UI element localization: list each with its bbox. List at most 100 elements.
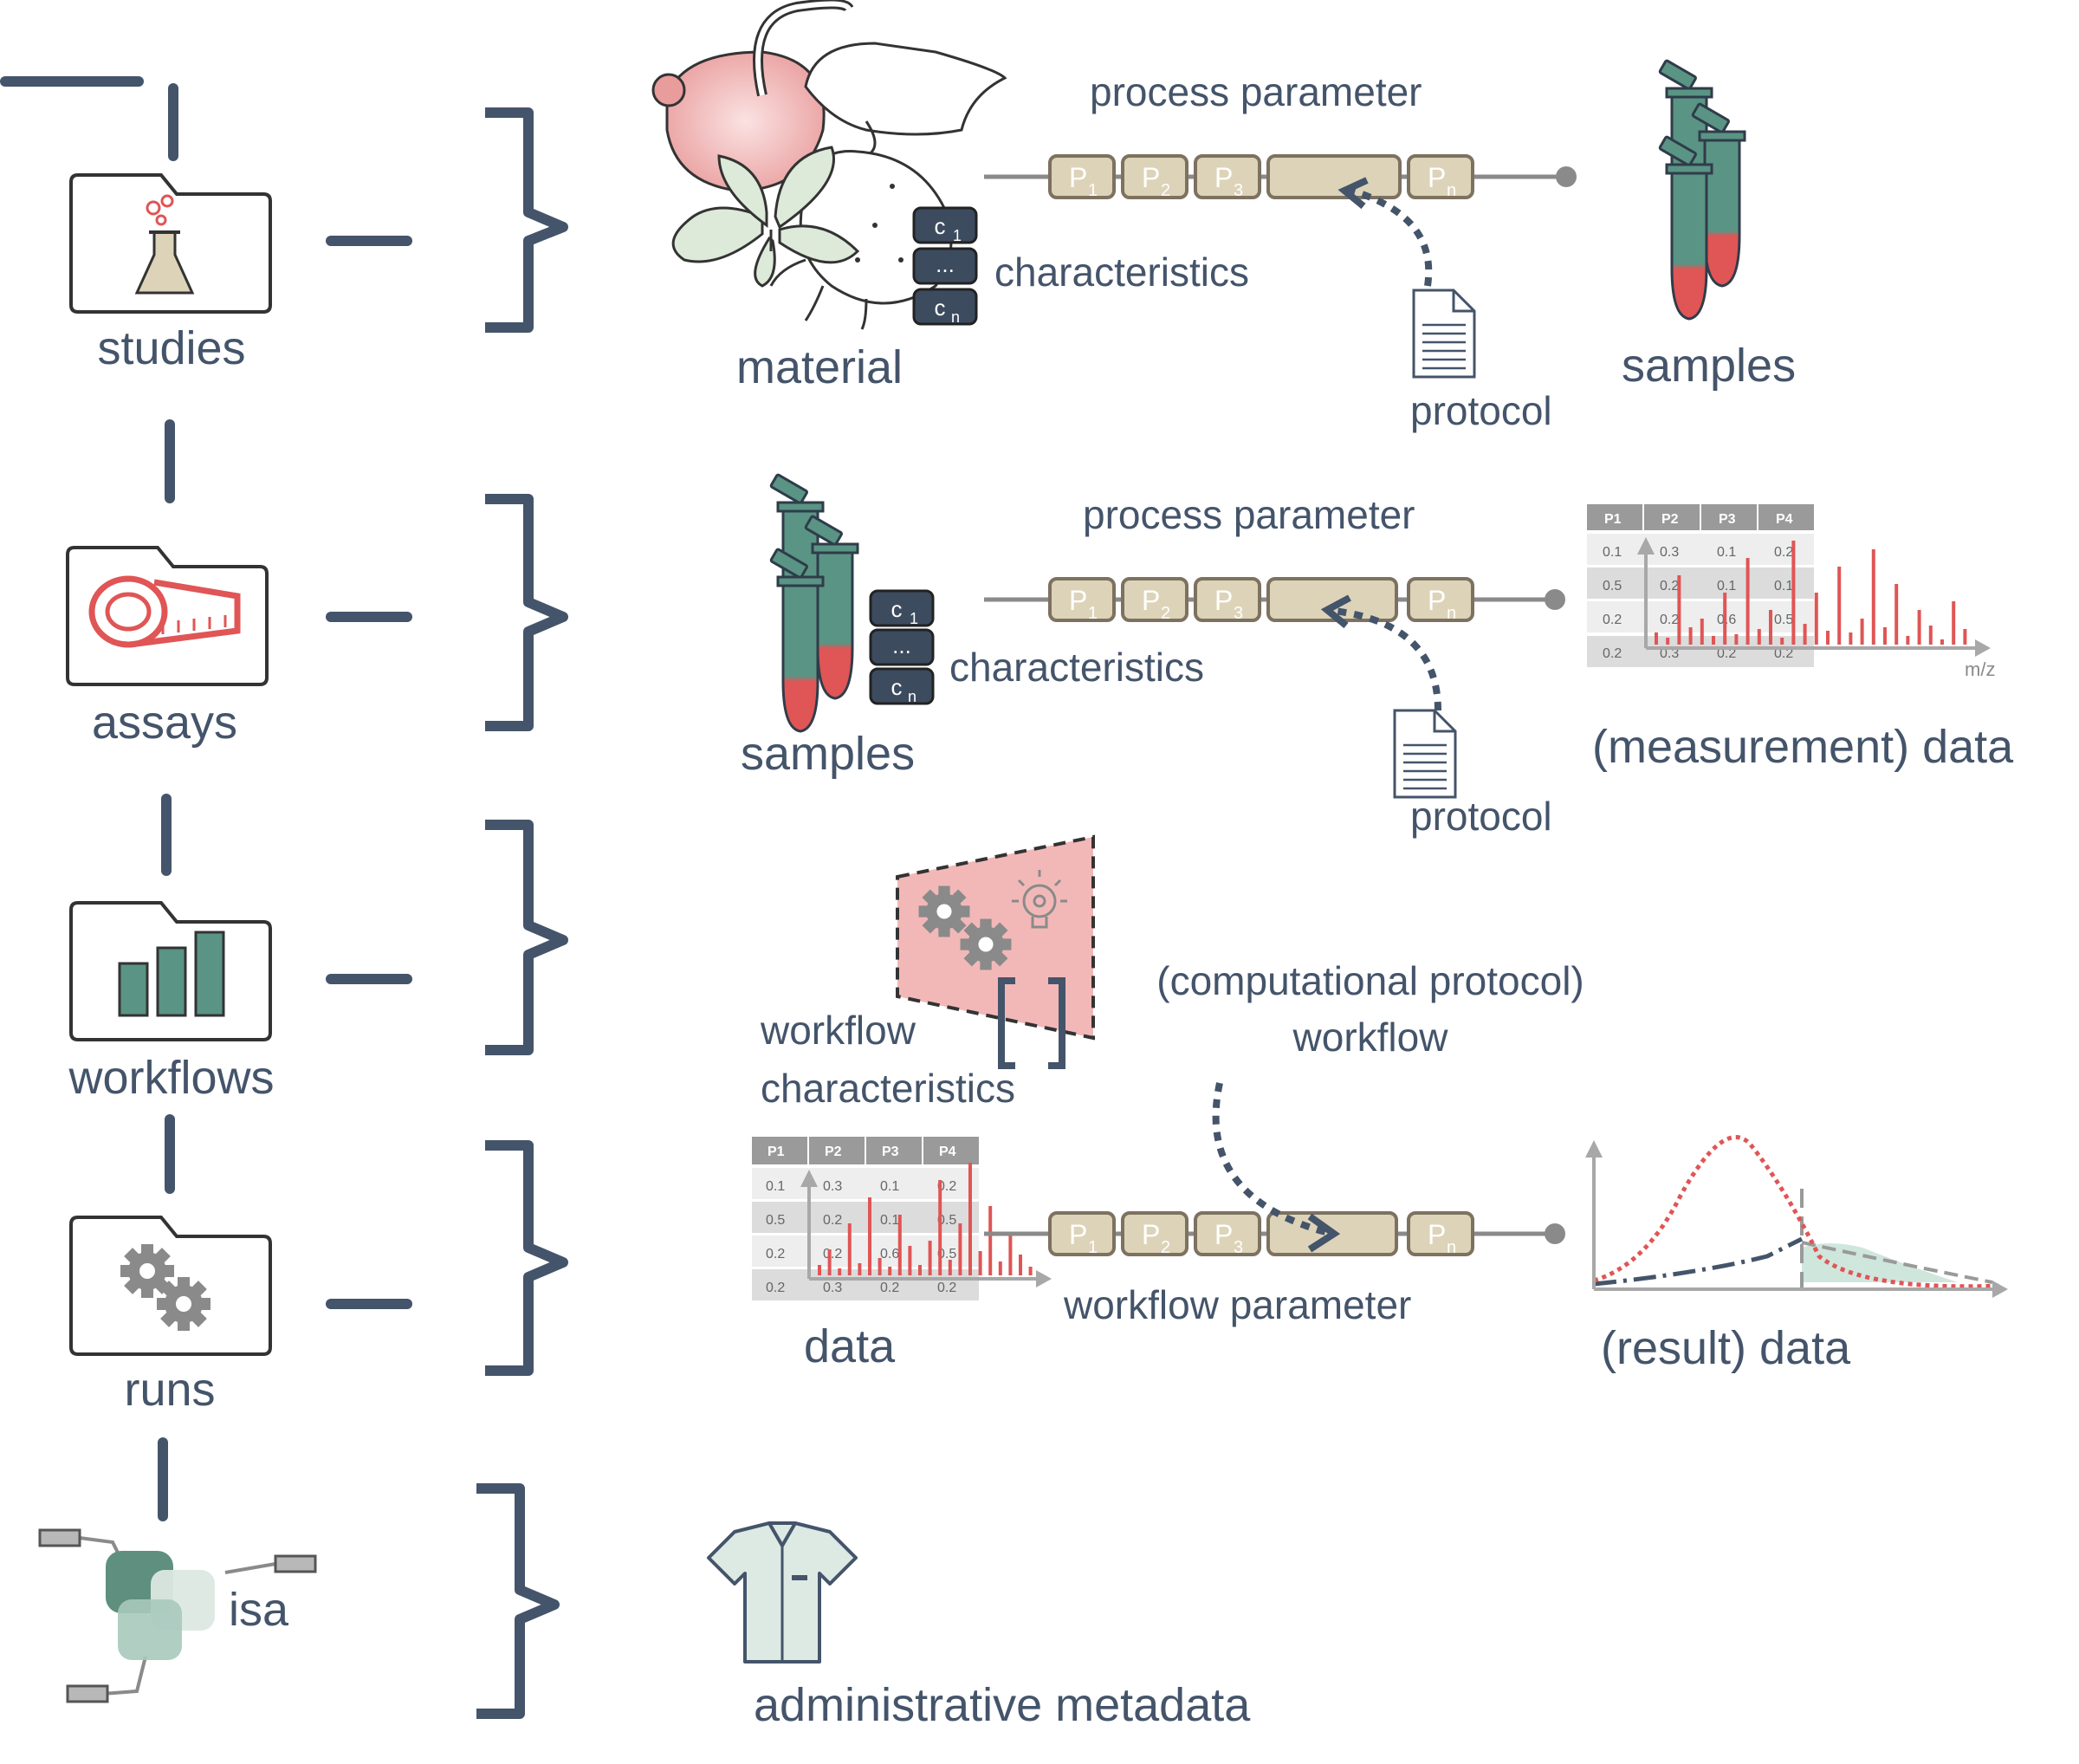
studies-label: studies [97,322,245,374]
assays-measurement-table: P1 P2 P3 P4 0.1 0.3 0.1 0.2 0.5 0.2 0.1 … [1587,504,1814,667]
svg-text:n: n [1447,1238,1456,1257]
braces [476,107,568,1719]
svg-text:2: 2 [1161,1238,1170,1257]
studies-process-parameter-label: process parameter [1090,69,1422,114]
computational-protocol-line1: (computational protocol) [1156,958,1584,1003]
isa-label: isa [229,1584,289,1636]
measurement-data-label: (measurement) data [1592,721,2014,773]
svg-text:P: P [1142,1219,1160,1250]
svg-text:c: c [935,213,946,239]
svg-text:0.1: 0.1 [1774,579,1793,593]
svg-text:P: P [1214,585,1233,616]
assays-protocol-doc-icon [1393,709,1457,799]
svg-text:0.3: 0.3 [1660,545,1679,560]
measuring-tape-icon [88,575,241,648]
svg-text:3: 3 [1234,604,1243,623]
workflow-characteristics-line2: characteristics [761,1066,1015,1111]
svg-text:1: 1 [1088,181,1098,200]
shirt-icon [707,1521,858,1663]
runs-data-label: data [804,1320,896,1372]
svg-text:c: c [891,596,903,622]
svg-text:c: c [935,295,946,321]
svg-text:0.2: 0.2 [766,1281,785,1295]
svg-text:0.6: 0.6 [880,1247,899,1261]
svg-text:...: ... [936,251,955,277]
svg-text:n: n [1447,181,1456,200]
assays-spectrum-plot: m/z [1637,537,1995,680]
studies-characteristics-boxes: c 1 ... c n [912,206,978,326]
svg-text:3: 3 [1234,181,1243,200]
svg-text:P: P [1069,585,1087,616]
studies-protocol-arrow [1337,177,1433,287]
svg-text:0.1: 0.1 [1717,579,1736,593]
workflow-bracket-icon [998,977,1065,1069]
result-data-label: (result) data [1601,1322,1851,1374]
svg-text:0.3: 0.3 [823,1179,842,1194]
assays-protocol-label: protocol [1410,794,1552,839]
assays-characteristics-boxes: c 1 ... c n [869,589,935,705]
studies-protocol-doc-icon [1412,289,1476,379]
svg-text:1: 1 [1088,1238,1098,1257]
plant-icon [671,146,860,288]
runs-data-table: P1 P2 P3 P4 0.1 0.3 0.1 0.2 0.5 0.2 0.1 … [752,1137,979,1300]
svg-text:P: P [1069,1219,1087,1250]
svg-text:P4: P4 [939,1145,956,1159]
svg-text:P: P [1428,585,1446,616]
svg-text:P3: P3 [1719,512,1736,527]
runs-spectrum-plot [800,1163,1052,1287]
flask-icon [134,194,195,295]
svg-text:0.1: 0.1 [880,1213,899,1228]
svg-text:c: c [891,674,903,700]
svg-text:n: n [1447,604,1456,623]
workflow-characteristics-line1: workflow [760,1008,916,1053]
result-distribution-plot [1585,1135,2008,1298]
svg-text:1: 1 [910,610,918,627]
assays-samples-label: samples [741,728,915,780]
svg-text:P: P [1214,1219,1233,1250]
svg-text:P: P [1142,162,1160,193]
svg-text:P1: P1 [1604,512,1622,527]
assays-protocol-arrow [1320,594,1441,711]
svg-text:0.2: 0.2 [880,1281,899,1295]
svg-text:P3: P3 [882,1145,899,1159]
runs-process-chain: P 1 P 2 P 3 P n [984,1211,1565,1257]
svg-text:0.3: 0.3 [823,1281,842,1295]
assays-process-chain: P 1 P 2 P 3 P n [984,577,1565,623]
svg-text:3: 3 [1234,1238,1243,1257]
svg-text:1: 1 [1088,604,1098,623]
svg-text:0.1: 0.1 [880,1179,899,1194]
svg-text:0.2: 0.2 [1717,646,1736,661]
svg-text:P2: P2 [825,1145,842,1159]
svg-text:0.2: 0.2 [937,1281,956,1295]
computational-protocol-line2: workflow [1292,1015,1449,1060]
svg-text:n: n [908,688,916,705]
material-label: material [736,341,903,393]
administrative-metadata-label: administrative metadata [754,1679,1251,1731]
lightbulb-icon [1012,870,1067,929]
svg-text:2: 2 [1161,181,1170,200]
svg-text:P: P [1214,162,1233,193]
assays-characteristics-label: characteristics [949,645,1204,690]
assays-samples-tubes-icon [769,472,859,733]
svg-text:0.2: 0.2 [937,1179,956,1194]
svg-text:n: n [951,308,960,326]
svg-text:0.5: 0.5 [937,1213,956,1228]
runs-workflow-arrow [1212,1082,1341,1253]
svg-text:0.2: 0.2 [823,1213,842,1228]
svg-text:0.5: 0.5 [1603,579,1622,593]
svg-text:0.3: 0.3 [1660,646,1679,661]
svg-text:0.2: 0.2 [1603,613,1622,627]
svg-text:...: ... [892,632,911,658]
workflows-folder [69,901,272,1041]
isa-logo-icon [38,1528,317,1703]
workflow-trapezoid [896,834,1095,1069]
svg-text:0.2: 0.2 [1660,613,1679,627]
assays-folder [66,546,269,686]
studies-samples-label: samples [1622,340,1796,392]
studies-folder [69,173,272,314]
workflows-label: workflows [68,1052,274,1104]
runs-label: runs [124,1364,215,1416]
svg-text:P: P [1428,162,1446,193]
svg-text:P4: P4 [1776,512,1793,527]
